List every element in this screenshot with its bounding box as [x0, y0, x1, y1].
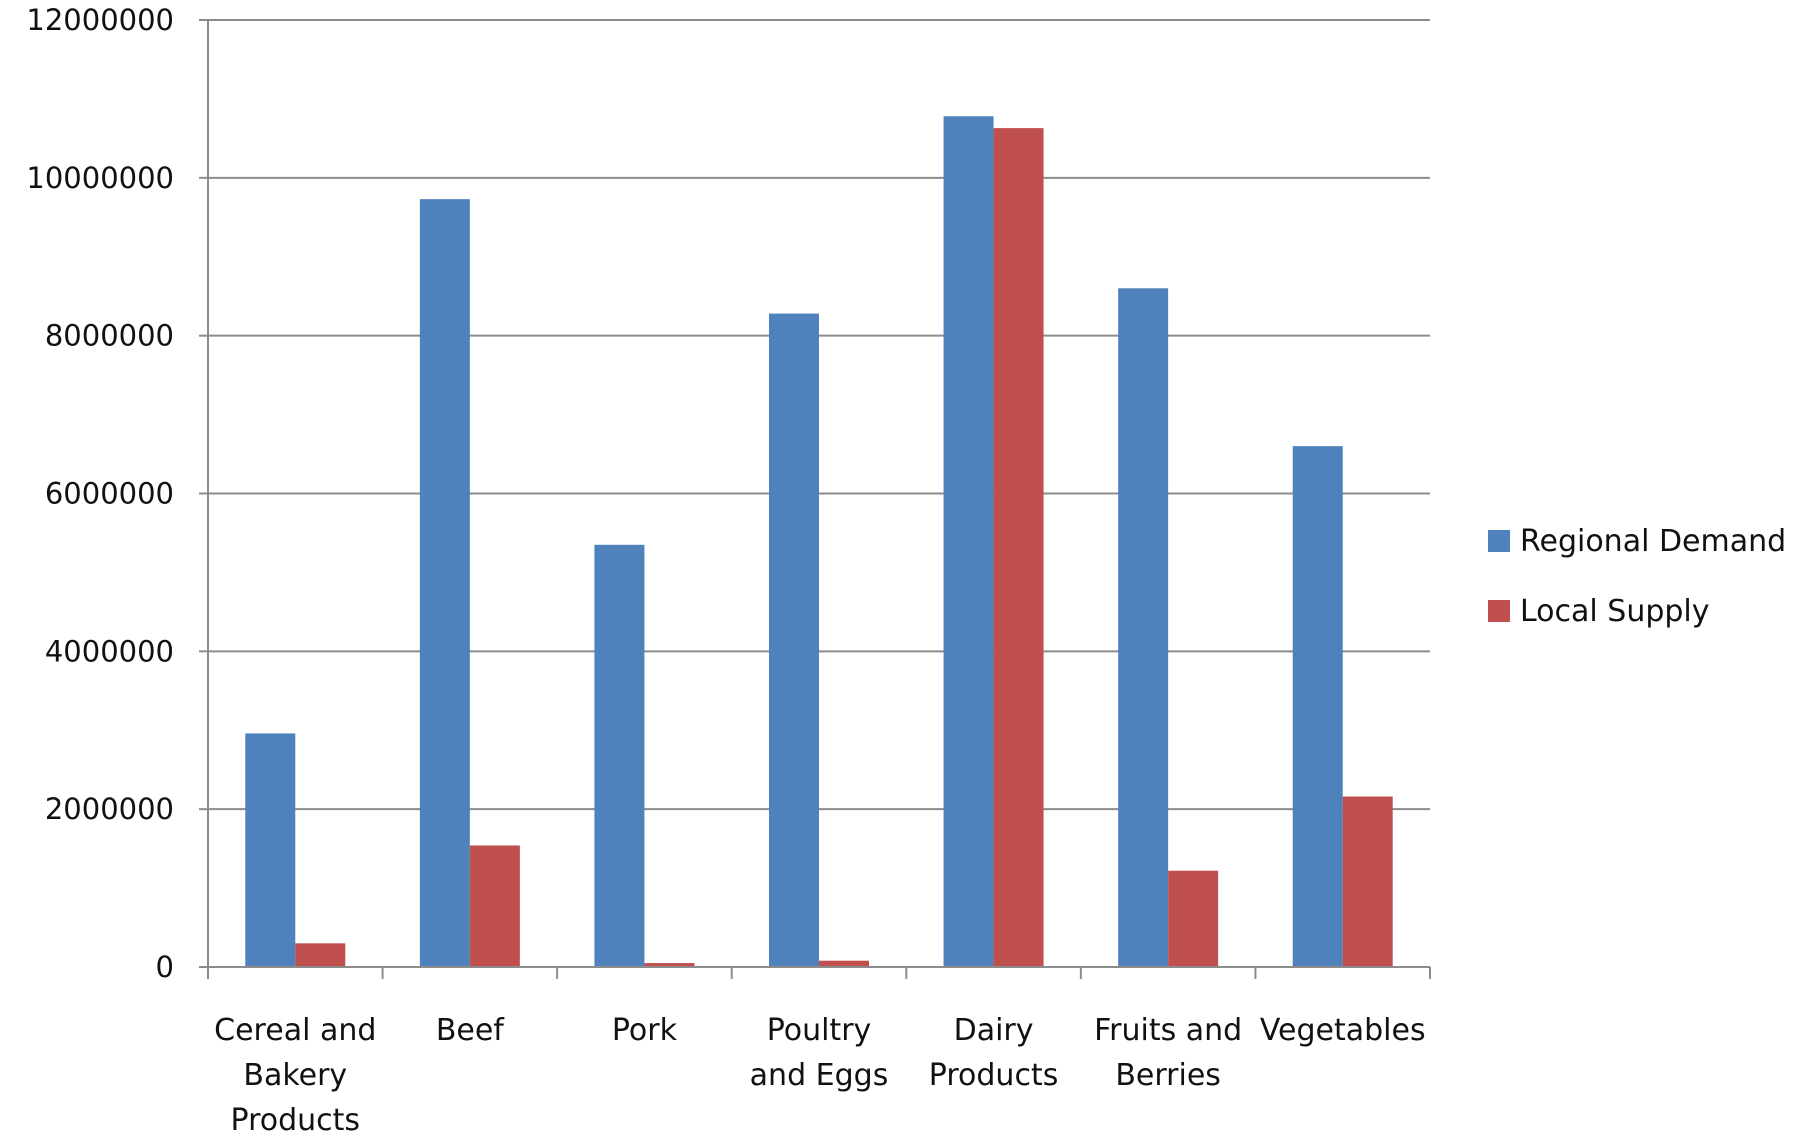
y-tick-label: 2000000: [45, 792, 174, 826]
bar-regional-demand: [1118, 288, 1169, 968]
axes: [199, 19, 1431, 979]
x-category-label: Fruits and Berries: [1094, 1013, 1242, 1093]
x-category-label: Beef: [436, 1013, 505, 1048]
legend-swatch: [1488, 600, 1510, 622]
y-tick-label: 4000000: [45, 634, 174, 668]
x-category-label: Pork: [612, 1013, 678, 1048]
bar-regional-demand: [594, 544, 645, 967]
x-category-label: Vegetables: [1260, 1013, 1426, 1048]
bar-regional-demand: [419, 199, 470, 967]
y-tick-label: 10000000: [26, 161, 174, 195]
bar-local-supply: [469, 845, 520, 967]
legend-label: Local Supply: [1520, 594, 1710, 629]
y-tick-label: 6000000: [45, 477, 174, 511]
bar-local-supply: [295, 943, 346, 967]
bar-regional-demand: [943, 116, 994, 968]
legend-label: Regional Demand: [1520, 524, 1786, 559]
y-axis-tick-labels: 0 2000000 4000000 6000000 8000000 10000000 120…: [26, 3, 174, 984]
bar-local-supply: [993, 128, 1044, 967]
bar-regional-demand: [769, 313, 819, 967]
x-category-label: Cereal and Bakery Products: [214, 1013, 376, 1131]
bar-regional-demand: [1292, 446, 1343, 967]
bar-local-supply: [1342, 796, 1393, 967]
x-axis-category-labels: Cereal and Bakery Products Beef Pork Poultry a…: [214, 1013, 1426, 1135]
y-tick-label: 8000000: [45, 319, 174, 353]
bar-local-supply: [819, 960, 869, 967]
bar-local-supply: [644, 963, 695, 967]
legend: Regional Demand Local Supply: [1488, 524, 1786, 629]
x-category-label: Poultry and Eggs: [750, 1013, 889, 1093]
bar-regional-demand: [245, 733, 296, 967]
y-tick-label: 0: [156, 950, 174, 984]
y-tick-label: 12000000: [26, 3, 174, 37]
bar-local-supply: [1168, 870, 1219, 967]
bars: [245, 116, 1393, 968]
legend-swatch: [1488, 530, 1510, 552]
x-category-label: Dairy Products: [929, 1013, 1059, 1093]
